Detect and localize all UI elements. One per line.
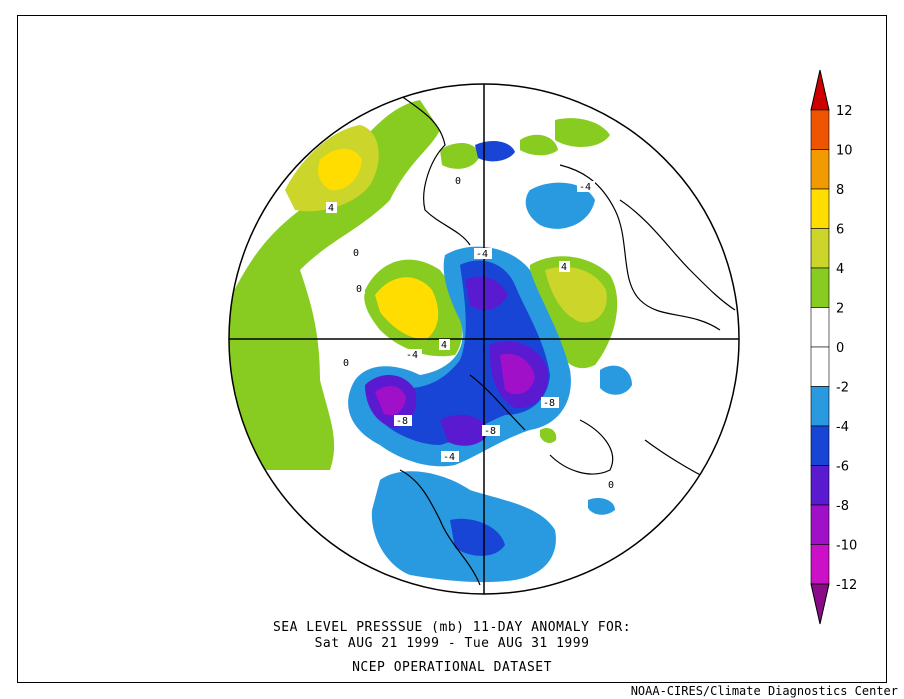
colorbar-segment — [810, 544, 830, 585]
contour-label: -8 — [543, 398, 555, 409]
colorbar-segment — [810, 425, 830, 466]
positive-region — [555, 118, 610, 147]
contour-label-bg — [394, 415, 412, 426]
colorbar-segment — [810, 465, 830, 506]
globe-outline — [228, 83, 740, 595]
colorbar-tick-label: -10 — [836, 539, 857, 554]
contour-label: 4 — [441, 340, 447, 351]
plot-frame — [17, 15, 887, 683]
negative-region — [600, 365, 632, 395]
negative-region — [375, 386, 406, 416]
colorbar: 12 10 8 6 4 2 0 -2 -4 -6 -8 -10 -12 — [810, 69, 857, 625]
colorbar-segment — [810, 386, 830, 427]
title-line-2: Sat AUG 21 1999 - Tue AUG 31 1999 — [314, 636, 590, 651]
colorbar-tick-label: -6 — [836, 460, 849, 475]
colorbar-segment — [810, 346, 830, 387]
contour-label-bg — [482, 425, 500, 436]
contour-label-bg — [354, 283, 365, 294]
colorbar-tick-label: 8 — [836, 183, 844, 198]
positive-region — [375, 277, 439, 340]
colorbar-tick-label: 10 — [836, 144, 853, 159]
colorbar-tick-label: -4 — [836, 420, 849, 435]
colorbar-tick-label: 4 — [836, 262, 844, 277]
title-line-3: NCEP OPERATIONAL DATASET — [352, 660, 552, 675]
colorbar-segment — [810, 109, 830, 150]
contour-label-bg — [439, 339, 450, 350]
contour-label: 4 — [328, 203, 334, 214]
contour-label-bg — [453, 175, 464, 186]
contour-label-bg — [606, 479, 617, 490]
contour-label-bg — [541, 397, 559, 408]
negative-region — [500, 353, 535, 395]
contour-label-bg — [441, 451, 459, 462]
positive-region — [545, 266, 607, 323]
contour-label: 0 — [356, 284, 362, 295]
contour-label-bg — [326, 202, 337, 213]
contour-label: 0 — [455, 176, 461, 187]
contour-label-bg — [351, 247, 362, 258]
contour-label: -4 — [406, 350, 418, 361]
colorbar-segment — [810, 188, 830, 229]
contour-label-bg — [341, 357, 352, 368]
contour-label-bg — [404, 349, 422, 360]
colorbar-tick-label: -12 — [836, 578, 857, 593]
colorbar-segment — [810, 149, 830, 190]
contour-label: 0 — [343, 358, 349, 369]
colorbar-segment — [810, 267, 830, 308]
contour-label: -8 — [396, 416, 408, 427]
contour-label: -8 — [484, 426, 496, 437]
credit-text: NOAA-CIRES/Climate Diagnostics Center — [630, 684, 898, 698]
negative-region — [475, 140, 515, 162]
positive-region — [318, 148, 362, 191]
negative-region — [440, 414, 490, 446]
colorbar-segment — [810, 228, 830, 269]
contour-label-bg — [577, 181, 595, 192]
contour-label: 0 — [608, 480, 614, 491]
colorbar-tick-label: -8 — [836, 499, 849, 514]
colorbar-bottom-arrow — [810, 583, 830, 625]
positive-region — [540, 428, 557, 443]
positive-region — [520, 134, 558, 156]
positive-region — [229, 100, 440, 470]
colorbar-tick-label: 2 — [836, 302, 844, 317]
coastlines — [399, 94, 736, 586]
negative-region — [465, 276, 508, 311]
colorbar-top-arrow — [810, 69, 830, 111]
colorbar-segment — [810, 504, 830, 545]
anomaly-field — [229, 94, 736, 586]
contour-label-bg — [559, 261, 570, 272]
contour-label: -4 — [476, 249, 488, 260]
colorbar-tick-label: 12 — [836, 104, 853, 119]
negative-region — [525, 182, 595, 229]
negative-region — [450, 518, 505, 556]
contour-label: -4 — [579, 182, 591, 193]
colorbar-tick-label: 0 — [836, 341, 844, 356]
colorbar-tick-label: 6 — [836, 223, 844, 238]
contour-label: 0 — [353, 248, 359, 259]
colorbar-segment — [810, 307, 830, 348]
contour-label: -4 — [443, 452, 455, 463]
positive-region — [440, 143, 480, 169]
negative-region — [588, 498, 615, 515]
contour-label-bg — [474, 248, 492, 259]
colorbar-tick-label: -2 — [836, 381, 849, 396]
title-line-1: SEA LEVEL PRESSSUE (mb) 11-DAY ANOMALY F… — [272, 620, 632, 635]
contour-label: 4 — [561, 262, 567, 273]
